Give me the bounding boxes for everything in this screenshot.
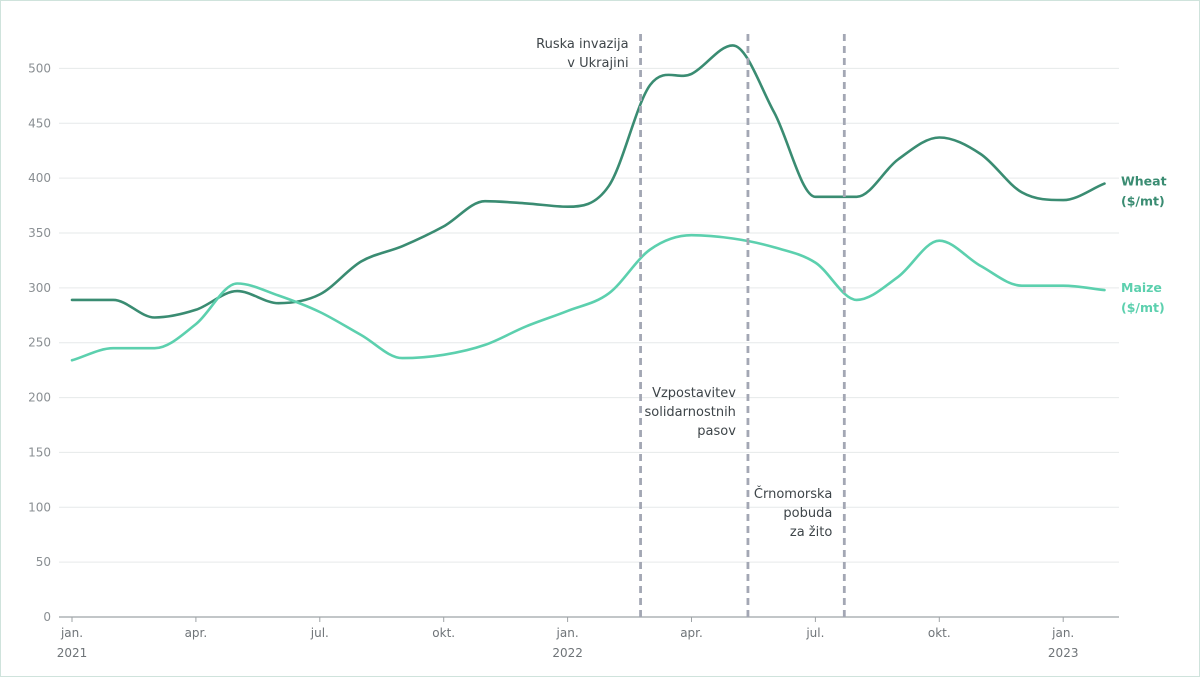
x-tick-label: jul. <box>805 626 824 640</box>
series-label: Wheat <box>1121 174 1167 189</box>
annotation-label: pobuda <box>783 506 832 521</box>
annotation-label: Črnomorska <box>754 486 832 502</box>
series-label: Maize <box>1121 280 1162 295</box>
y-tick-label: 0 <box>43 610 51 624</box>
x-tick-label: apr. <box>680 626 703 640</box>
annotation-label: Vzpostavitev <box>652 386 736 401</box>
x-tick-label: jul. <box>310 626 329 640</box>
y-tick-label: 300 <box>28 281 51 295</box>
x-tick-label: okt. <box>432 626 455 640</box>
annotation-label: Ruska invazija <box>536 37 628 52</box>
annotation-label: pasov <box>697 424 736 439</box>
y-tick-label: 400 <box>28 171 51 185</box>
annotation-label: v Ukrajini <box>567 56 628 71</box>
series-label: ($/mt) <box>1121 194 1165 209</box>
y-tick-label: 150 <box>28 445 51 459</box>
series-line-maize <box>70 233 1106 362</box>
y-tick-label: 50 <box>36 555 51 569</box>
x-tick-year: 2021 <box>57 646 88 660</box>
x-tick-label: jan. <box>1051 626 1074 640</box>
annotation-label: solidarnostnih <box>644 405 735 420</box>
series-line-wheat <box>70 44 1106 319</box>
y-tick-label: 450 <box>28 116 51 130</box>
x-tick-label: apr. <box>185 626 208 640</box>
y-tick-label: 350 <box>28 226 51 240</box>
annotation-label: za žito <box>790 525 832 540</box>
x-tick-label: jan. <box>60 626 83 640</box>
x-tick-label: jan. <box>556 626 579 640</box>
x-tick-year: 2023 <box>1048 646 1079 660</box>
y-tick-label: 250 <box>28 336 51 350</box>
y-tick-label: 500 <box>28 61 51 75</box>
y-tick-label: 100 <box>28 500 51 514</box>
y-tick-label: 200 <box>28 391 51 405</box>
x-tick-label: okt. <box>928 626 951 640</box>
x-tick-year: 2022 <box>552 646 583 660</box>
series-label: ($/mt) <box>1121 300 1165 315</box>
